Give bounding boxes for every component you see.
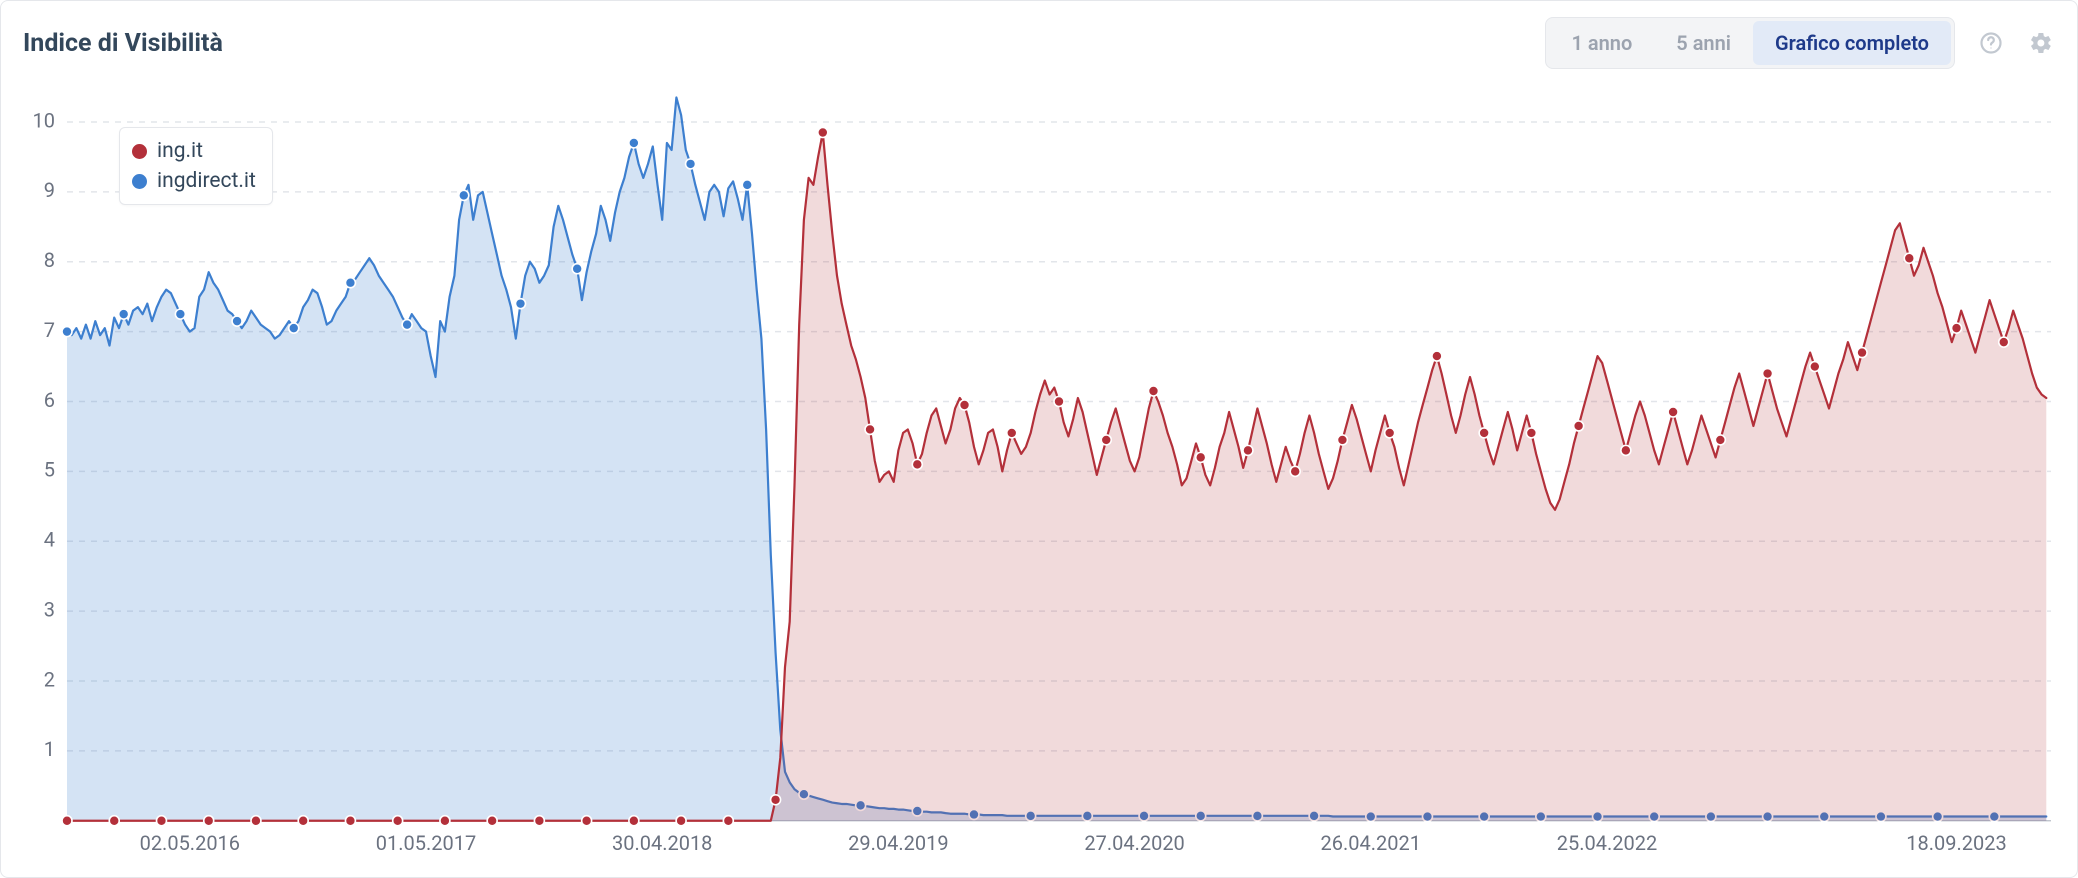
svg-text:7: 7 [44,318,55,342]
legend-dot-ingdirect [132,174,147,189]
svg-text:3: 3 [44,597,55,621]
svg-text:2: 2 [44,667,55,691]
visibility-line-chart[interactable]: 1 2 3 4 5 6 7 8 9 10 02.05.2016 01.05.2017 30.04.201… [19,77,2059,871]
range-5y-button[interactable]: 5 anni [1654,21,1753,65]
range-1y-button[interactable]: 1 anno [1549,21,1654,65]
svg-text:25.04.2022: 25.04.2022 [1557,831,1657,855]
legend-label: ingdirect.it [157,169,256,193]
range-full-button[interactable]: Grafico completo [1753,21,1951,65]
gear-icon[interactable] [2027,29,2055,57]
chart-area: ing.it ingdirect.it 1 2 3 4 5 6 7 8 9 10 02.05.201… [19,77,2059,871]
svg-text:01.05.2017: 01.05.2017 [376,831,476,855]
chart-header: Indice di Visibilità 1 anno 5 anni Grafi… [19,13,2059,77]
time-range-toggle: 1 anno 5 anni Grafico completo [1545,17,1955,69]
svg-text:29.04.2019: 29.04.2019 [848,831,948,855]
legend-label: ing.it [157,139,203,163]
chart-legend: ing.it ingdirect.it [119,127,273,205]
svg-text:6: 6 [44,388,55,412]
legend-dot-ing [132,144,147,159]
svg-text:5: 5 [44,458,55,482]
header-controls: 1 anno 5 anni Grafico completo [1545,17,2055,69]
svg-text:10: 10 [33,108,55,132]
chart-card: Indice di Visibilità 1 anno 5 anni Grafi… [0,0,2078,878]
svg-text:8: 8 [44,248,55,272]
svg-text:4: 4 [44,528,55,552]
svg-text:1: 1 [44,737,55,761]
svg-text:27.04.2020: 27.04.2020 [1084,831,1184,855]
svg-text:30.04.2018: 30.04.2018 [612,831,712,855]
svg-text:9: 9 [44,178,55,202]
legend-item-ing[interactable]: ing.it [130,136,258,166]
legend-item-ingdirect[interactable]: ingdirect.it [130,166,258,196]
svg-text:26.04.2021: 26.04.2021 [1321,831,1421,855]
chart-title: Indice di Visibilità [23,29,223,58]
svg-text:02.05.2016: 02.05.2016 [140,831,240,855]
help-icon[interactable] [1977,29,2005,57]
svg-text:18.09.2023: 18.09.2023 [1906,831,2006,855]
